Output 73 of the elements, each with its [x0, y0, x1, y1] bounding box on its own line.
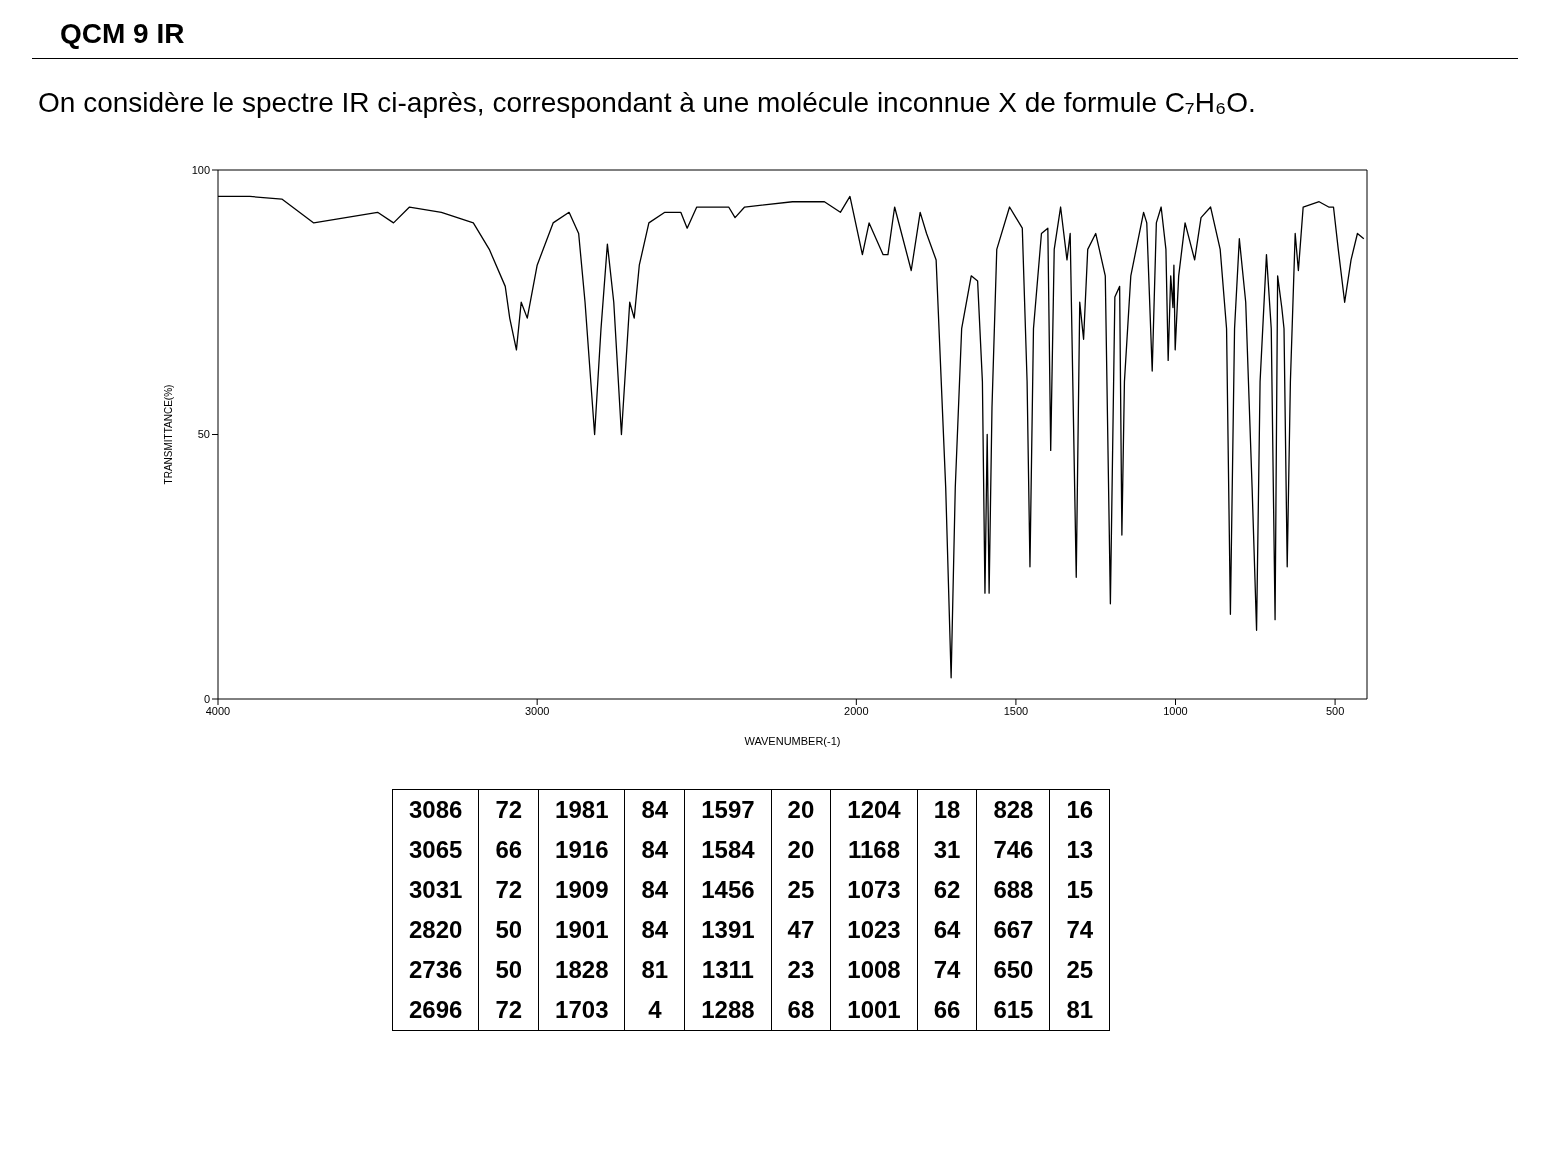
text: 66	[917, 990, 977, 1031]
text: 23	[771, 950, 831, 990]
text: 1901	[538, 910, 625, 950]
text: 84	[624, 910, 685, 950]
text: 3086	[392, 789, 479, 830]
text: 72	[478, 870, 539, 910]
y-axis-title: TRANSMITTANCE(%)	[162, 384, 174, 485]
text: 25	[771, 870, 831, 910]
x-tick-label: 1500	[1003, 704, 1029, 717]
text: 1828	[538, 950, 625, 990]
text: 31	[917, 830, 977, 870]
y-tick-label: 100	[191, 163, 210, 176]
x-tick-label: 4000	[205, 704, 231, 717]
text: 1001	[830, 990, 918, 1031]
text: 2736	[392, 950, 479, 990]
text: 84	[624, 830, 685, 870]
text: 74	[917, 950, 977, 990]
text: 50	[478, 950, 539, 990]
text: 72	[478, 789, 539, 830]
text: 25	[1049, 950, 1110, 990]
x-tick-label: 3000	[524, 704, 550, 717]
text: 68	[771, 990, 831, 1031]
text: 1391	[684, 910, 772, 950]
text: 615	[976, 990, 1050, 1031]
x-tick-label: 500	[1325, 704, 1345, 717]
text: 81	[624, 950, 685, 990]
text: 1981	[538, 789, 625, 830]
text: 688	[976, 870, 1050, 910]
text: 1023	[830, 910, 918, 950]
text: 74	[1049, 910, 1110, 950]
chart-subtitle: On considère le spectre IR ci-après, correspondant à une molécule inconnue X de formule C₇H₆O.	[37, 86, 1257, 119]
text: 1204	[830, 789, 918, 830]
text: 81	[1049, 990, 1110, 1031]
text: 20	[771, 789, 831, 830]
text: 1311	[684, 950, 772, 990]
text: 72	[478, 990, 539, 1031]
text: 1073	[830, 870, 918, 910]
text: 2820	[392, 910, 479, 950]
text: 13	[1049, 830, 1110, 870]
text: 1909	[538, 870, 625, 910]
text: 50	[478, 910, 539, 950]
y-tick-label: 50	[197, 428, 210, 441]
text: 18	[917, 789, 977, 830]
text: 1288	[684, 990, 772, 1031]
text: 650	[976, 950, 1050, 990]
y-tick-label: 0	[203, 692, 210, 705]
x-axis-title: WAVENUMBER(-1)	[744, 735, 841, 747]
text: 47	[771, 910, 831, 950]
chart-title: QCM 9 IR	[32, 8, 1518, 59]
text: 20	[771, 830, 831, 870]
text: 746	[976, 830, 1050, 870]
text: 66	[478, 830, 539, 870]
text: 3031	[392, 870, 479, 910]
text: 84	[624, 789, 685, 830]
text: 1597	[684, 789, 772, 830]
text: 62	[917, 870, 977, 910]
text: 84	[624, 870, 685, 910]
text: 1008	[830, 950, 918, 990]
text: 64	[917, 910, 977, 950]
x-tick-label: 2000	[844, 704, 869, 717]
text: 1168	[830, 830, 918, 870]
text: 2696	[392, 990, 479, 1031]
x-tick-label: 1000	[1163, 704, 1188, 717]
text: 1584	[684, 830, 772, 870]
text: 15	[1049, 870, 1110, 910]
text: 667	[976, 910, 1050, 950]
text: 3065	[392, 830, 479, 870]
text: 16	[1049, 789, 1110, 830]
text: 828	[976, 789, 1050, 830]
text: 1703	[538, 990, 625, 1031]
text: 1916	[538, 830, 625, 870]
text: 1456	[684, 870, 772, 910]
text: 4	[624, 990, 685, 1031]
